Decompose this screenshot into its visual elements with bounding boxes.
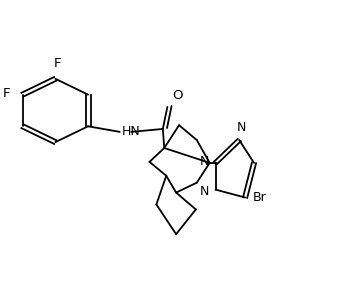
Text: N: N — [200, 185, 209, 197]
Text: N: N — [236, 121, 246, 133]
Text: F: F — [53, 57, 61, 70]
Text: N: N — [200, 155, 209, 168]
Text: O: O — [172, 89, 183, 102]
Text: Br: Br — [253, 191, 267, 204]
Text: HN: HN — [121, 126, 140, 138]
Text: F: F — [3, 87, 10, 100]
